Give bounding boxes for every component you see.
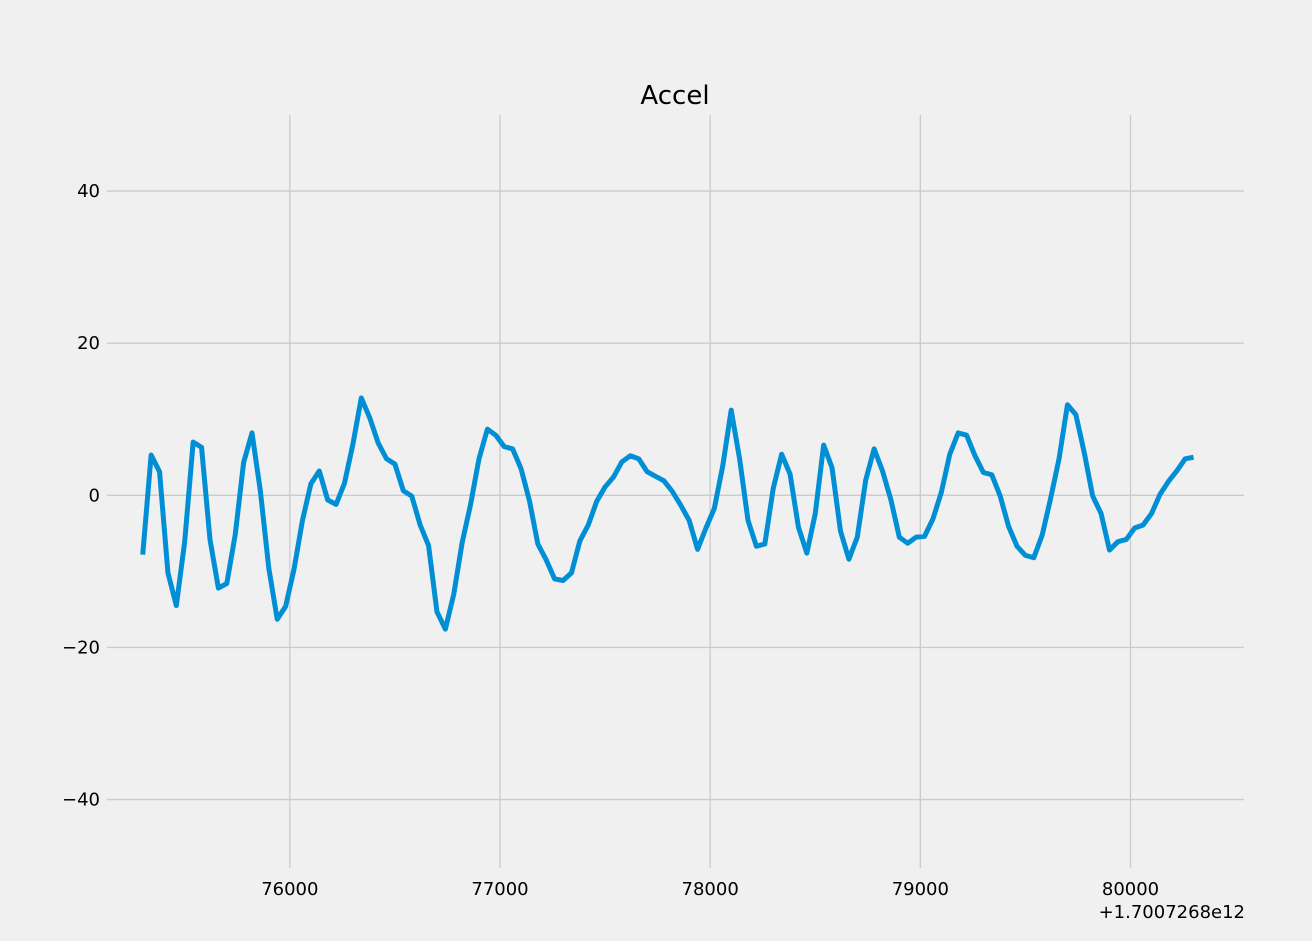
x-tick-label: 80000 — [1102, 879, 1159, 900]
x-axis-offset-text: +1.7007268e12 — [1099, 902, 1245, 923]
y-tick-label: 20 — [77, 333, 100, 354]
x-tick-label: 76000 — [261, 879, 318, 900]
chart-title: Accel — [640, 81, 709, 111]
series-line — [140, 395, 1195, 632]
y-tick-label: −20 — [62, 637, 100, 658]
grid-lines — [107, 115, 1244, 868]
x-tick-label: 77000 — [471, 879, 528, 900]
series-layer — [140, 395, 1195, 632]
x-tick-label: 79000 — [892, 879, 949, 900]
y-tick-label: 0 — [89, 485, 100, 506]
y-tick-label: 40 — [77, 181, 100, 202]
x-tick-label: 78000 — [682, 879, 739, 900]
tick-labels: 76000 77000 78000 79000 80000 −40 −20 0 20 40 — [62, 181, 1159, 900]
y-tick-label: −40 — [62, 790, 100, 811]
